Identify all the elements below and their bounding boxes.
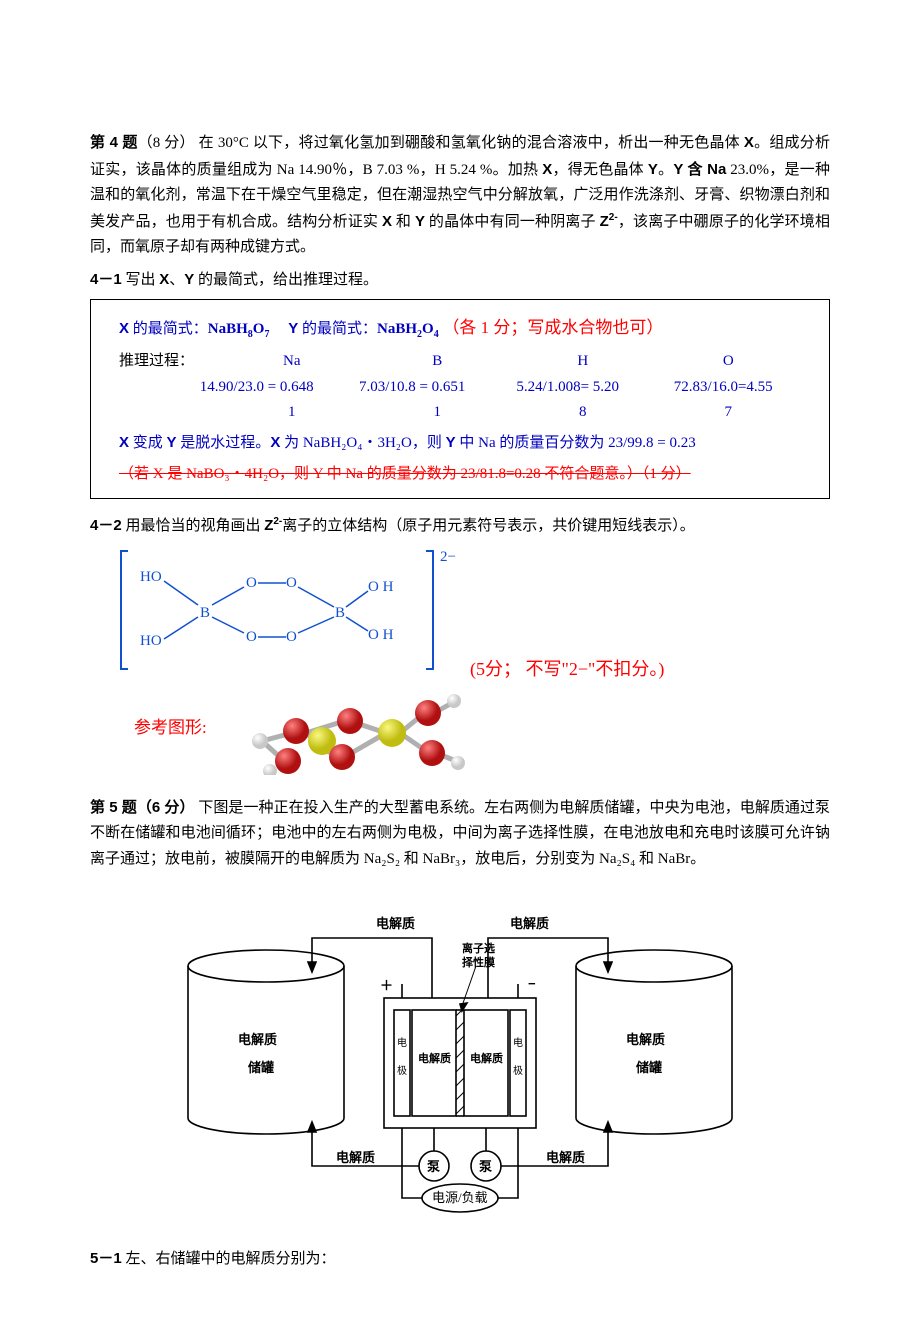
q4-2-prompt: 4－2 用最恰当的视角画出 Z2-离子的立体结构（原子用元素符号表示，共价键用短… <box>90 513 830 540</box>
svg-text:O: O <box>246 575 257 591</box>
q4-ans-line6: （若 X 是 NaBO₃・4H₂O，则 Y 中 Na 的质量分数为 23/81.… <box>119 462 801 488</box>
q4-ans-table-header: 推理过程： Na B H O <box>119 349 801 375</box>
svg-text:O: O <box>286 575 297 591</box>
q4-2-figure: 2− HO HO B O O O O B O H O H (5分； 不写"2−"… <box>110 545 830 785</box>
svg-text:HO: HO <box>140 633 162 649</box>
q4-ans-line5: X 变成 Y 是脱水过程。X 为 NaBH₂O₄・3H₂O，则 Y 中 Na 的… <box>119 430 801 457</box>
svg-text:电解质: 电解质 <box>238 1032 277 1047</box>
svg-text:O: O <box>246 629 257 645</box>
q4-2-ref-label: 参考图形: <box>134 718 207 737</box>
q4-ans-line1: X 的最简式：NaBH8O7 Y 的最简式：NaBH2O4 （各 1 分；写成水… <box>119 314 801 343</box>
q4-2-score: (5分； 不写"2−"不扣分。) <box>470 659 664 680</box>
svg-text:电解质: 电解质 <box>546 1150 585 1165</box>
battery-system-svg: 电解质 电解质 离子选 择性膜 ＋ − 电解质 储罐 电解质 储罐 电 极 电 … <box>180 896 740 1226</box>
svg-text:电解质: 电解质 <box>626 1032 665 1047</box>
svg-text:电解质: 电解质 <box>510 916 549 931</box>
svg-text:择性膜: 择性膜 <box>462 955 495 969</box>
svg-text:储罐: 储罐 <box>247 1060 274 1075</box>
svg-text:−: − <box>528 976 536 991</box>
q4-ans-table-row-calc: 14.90/23.0 = 0.648 7.03/10.8 = 0.651 5.2… <box>119 375 801 401</box>
svg-text:B: B <box>335 605 345 621</box>
svg-text:电解质: 电解质 <box>336 1150 375 1165</box>
svg-text:电解质: 电解质 <box>470 1051 503 1065</box>
q4-header: 第 4 题 <box>90 134 138 151</box>
svg-text:＋: ＋ <box>380 978 393 993</box>
svg-text:电源/负载: 电源/负载 <box>432 1190 488 1205</box>
svg-text:电: 电 <box>513 1036 523 1049</box>
q5-prompt: 第 5 题（6 分） 下图是一种正在投入生产的大型蓄电系统。左右两侧为电解质储罐… <box>90 795 830 873</box>
q5-diagram: 电解质 电解质 离子选 择性膜 ＋ − 电解质 储罐 电解质 储罐 电 极 电 … <box>90 896 830 1236</box>
svg-text:O H: O H <box>368 627 394 643</box>
q5-header: 第 5 题 <box>90 799 137 816</box>
svg-text:HO: HO <box>140 569 162 585</box>
svg-text:B: B <box>200 605 210 621</box>
svg-text:O: O <box>286 629 297 645</box>
svg-text:储罐: 储罐 <box>635 1060 662 1075</box>
svg-text:2−: 2− <box>440 549 456 565</box>
svg-text:O H: O H <box>368 579 394 595</box>
svg-text:电: 电 <box>397 1036 407 1049</box>
svg-text:离子选: 离子选 <box>462 941 495 955</box>
q4-1-prompt: 4－1 写出 X、Y 的最简式，给出推理过程。 <box>90 267 830 294</box>
svg-text:电解质: 电解质 <box>418 1051 451 1065</box>
z-ion-3d-model <box>252 694 465 775</box>
svg-text:极: 极 <box>397 1064 407 1077</box>
q4-answer-box: X 的最简式：NaBH8O7 Y 的最简式：NaBH2O4 （各 1 分；写成水… <box>90 299 830 499</box>
q4-prompt: 第 4 题（8 分） 在 30°C 以下，将过氧化氢加到硼酸和氢氧化钠的混合溶液… <box>90 130 830 261</box>
z-ion-structure-svg: 2− HO HO B O O O O B O H O H (5分； 不写"2−"… <box>110 545 790 775</box>
q4-ans-table-row-ratio: 1 1 8 7 <box>119 400 801 426</box>
q5-1-prompt: 5－1 左、右储罐中的电解质分别为： <box>90 1246 830 1273</box>
svg-text:极: 极 <box>513 1064 523 1077</box>
svg-text:泵: 泵 <box>427 1159 440 1174</box>
svg-text:电解质: 电解质 <box>376 916 415 931</box>
svg-text:泵: 泵 <box>479 1159 492 1174</box>
